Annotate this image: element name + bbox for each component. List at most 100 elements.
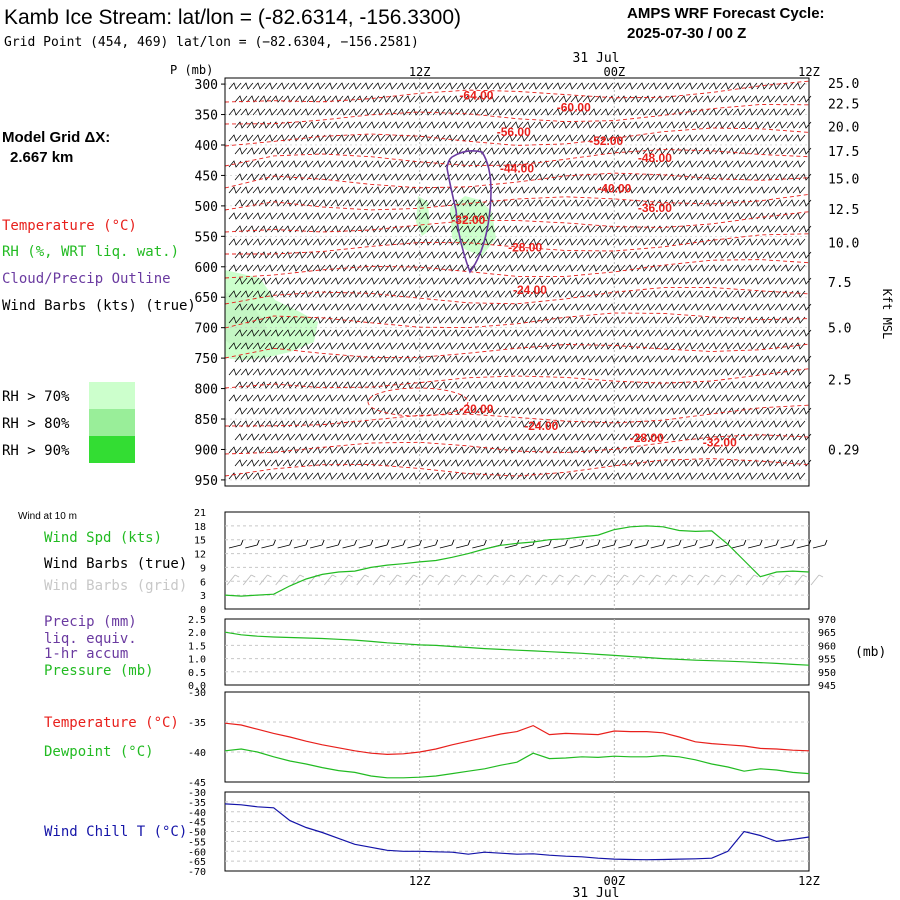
pressure-tick-label: 960 (818, 641, 836, 652)
wind-barb-row (234, 173, 812, 181)
wind-barb-true (358, 539, 374, 549)
grid-info-label: Model Grid ΔX: (2, 129, 110, 146)
pressure-tick-label: 600 (195, 261, 218, 276)
legend-cloud: Cloud/Precip Outline (2, 271, 171, 287)
temperature-label: Temperature (°C) (44, 715, 179, 731)
temperature-contour-label: -52.00 (589, 134, 623, 148)
page-title: Kamb Ice Stream: lat/lon = (-82.6314, -1… (4, 6, 461, 29)
wind-barb-true (666, 539, 682, 549)
wind-barb-true (326, 539, 341, 549)
pressure-tick-label: 650 (195, 291, 218, 306)
dewpoint-line (224, 748, 810, 779)
pressure-tick-label: 800 (195, 383, 218, 398)
bottom-date-label: 31 Jul (573, 886, 620, 900)
grid-point-subtitle: Grid Point (454, 469) lat/lon = (−82.630… (4, 35, 419, 50)
temperature-line (224, 722, 810, 756)
wind-speed-tick-label: 6 (200, 577, 206, 588)
pressure-tick-label: 950 (818, 668, 836, 679)
wind-barb-row (228, 394, 806, 402)
legend-temperature: Temperature (°C) (2, 218, 137, 234)
wind-barb-true (293, 539, 309, 549)
wind-speed-tick-label: 9 (200, 563, 206, 574)
wind-barb-grid (551, 574, 564, 586)
wind-barb-true (504, 539, 520, 549)
pressure-tick-label: 450 (195, 169, 218, 184)
pressure-tick-label: 750 (195, 352, 218, 367)
pressure-tick-label: 500 (195, 200, 218, 215)
wind-chill-line (224, 803, 810, 861)
temperature-contour (224, 287, 810, 305)
wind-barb-true (245, 539, 260, 549)
legend-rh80: RH > 80% (2, 416, 70, 432)
wind-barb-true (812, 539, 828, 549)
wind-chill-tick-label: -40 (188, 808, 206, 819)
temperature-contour (224, 259, 810, 279)
top-date-label: 31 Jul (573, 51, 620, 66)
wind-barb-grid (502, 574, 515, 586)
wind-barb-row (234, 407, 812, 415)
precip-tick-label: 2.0 (188, 628, 206, 639)
panel-frame (224, 618, 810, 686)
wind-chill-label: Wind Chill T (°C) (44, 824, 187, 840)
wind-speed-tick-label: 21 (194, 508, 206, 519)
wind-barb-true (342, 539, 357, 549)
wind-barb-true (585, 539, 601, 549)
wind-chill-tick-label: -65 (188, 857, 206, 868)
wind-barbs-grid-label: Wind Barbs (grid) (44, 578, 187, 594)
wind-barb-row (228, 186, 806, 194)
precip-liq-label: liq. equiv. (44, 631, 137, 647)
wind-chill-tick-label: -50 (188, 828, 206, 839)
wind-barb-grid (372, 574, 386, 586)
wind-barb-true (310, 539, 325, 549)
wind-barb-grid (259, 574, 272, 586)
wind-chill-tick-label: -45 (188, 818, 206, 829)
wind-barb-true (277, 539, 293, 549)
height-tick-label: 7.5 (828, 276, 851, 291)
panel-frame (224, 791, 810, 872)
wind-barb-row (234, 433, 812, 441)
wind-speed-line (224, 525, 810, 597)
wind-barb-row (228, 420, 806, 428)
wind-barb-grid (680, 574, 694, 586)
right-axis-label: Kft MSL (880, 289, 894, 340)
cloud-outline (446, 150, 492, 274)
pressure-line (224, 631, 810, 666)
pressure-tick-label: 850 (195, 413, 218, 428)
wind-barb-row (228, 368, 806, 376)
temperature-contour-label: -56.00 (497, 125, 531, 139)
legend-rh80-swatch (89, 409, 135, 436)
pressure-label: Pressure (mb) (44, 663, 154, 679)
top-time-tick: 12Z (798, 65, 820, 79)
pressure-tick-label: 300 (195, 78, 218, 93)
wind-barb-grid (583, 574, 597, 586)
wind-barb-grid (761, 574, 775, 586)
wind-barb-true (407, 539, 422, 549)
wind-barb-grid (453, 574, 467, 586)
wind-barb-true (423, 539, 439, 549)
wind-barb-grid (664, 574, 678, 586)
wind-barb-true (683, 539, 698, 549)
rh-area-low-inner (225, 292, 272, 346)
precip-tick-label: 2.5 (188, 615, 206, 626)
wind-barb-grid (291, 574, 305, 586)
temperature-contour-label: -32.00 (703, 435, 737, 449)
wind-barb-grid (697, 574, 710, 586)
cycle-label: AMPS WRF Forecast Cycle: (627, 5, 825, 22)
wind-barb-grid (242, 574, 256, 586)
wind-chill-tick-label: -30 (188, 788, 206, 799)
wind-barb-grid (388, 574, 402, 586)
wind-speed-tick-label: 18 (194, 522, 206, 533)
temperature-tick-label: -35 (188, 718, 206, 729)
wind-barb-grid (729, 574, 743, 586)
temperature-contour-label: -24.00 (513, 283, 547, 297)
temperature-contour (224, 312, 810, 329)
wind-barb-true (748, 539, 763, 549)
pressure-tick-label: 950 (195, 474, 218, 489)
temperature-contour (224, 343, 810, 359)
wind-barb-true (796, 539, 812, 549)
height-tick-label: 15.0 (828, 172, 859, 187)
precip-tick-label: 1.5 (188, 641, 206, 652)
wind-barb-grid (323, 574, 337, 586)
wind-barb-true (374, 539, 390, 549)
wind-barb-grid (275, 574, 288, 586)
